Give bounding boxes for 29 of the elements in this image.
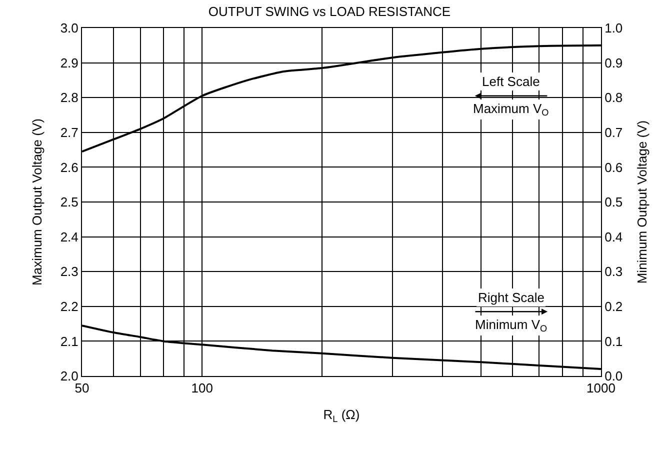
y2-tick-label: 0.1 [604,334,623,349]
y-tick-label: 2.5 [60,194,78,210]
y2-tick-label: 0.7 [604,124,623,140]
y2-tick-label: 0.2 [604,298,623,314]
y-tick-label: 2.3 [60,264,78,280]
annotation: Minimum V$_{O}$ [475,317,548,334]
y2-tick-label: 0.6 [604,160,623,175]
chart-title: OUTPUT SWING vs LOAD RESISTANCE [208,4,451,19]
y2-tick-label: 0.3 [604,264,623,280]
annotation: Maximum V$_{O}$ [473,101,549,118]
annotation: Left Scale [482,74,540,89]
y2-tick-label: 0.5 [604,194,623,210]
y2-axis-title: Minimum Output Voltage (V) [634,120,650,284]
y-tick-label: 2.1 [60,334,78,349]
y-tick-label: 2.8 [60,90,78,106]
y-tick-label: 2.7 [60,124,78,140]
y2-tick-label: 0.8 [604,90,623,106]
y-tick-label: 2.9 [60,55,78,70]
y-tick-label: 2.6 [60,160,78,175]
x-tick-label: 100 [191,380,213,396]
y2-tick-label: 1.0 [604,20,623,36]
annotation: Right Scale [478,290,544,305]
y-tick-label: 2.4 [60,229,78,244]
y2-tick-label: 0.9 [604,55,623,70]
y-tick-label: 2.2 [60,298,78,314]
y2-tick-label: 0.4 [604,229,623,244]
x-axis-title: R$_{L}$ (Ω) [323,407,360,424]
y-axis-title: Maximum Output Voltage (V) [29,118,44,286]
y-tick-label: 3.0 [60,20,78,36]
